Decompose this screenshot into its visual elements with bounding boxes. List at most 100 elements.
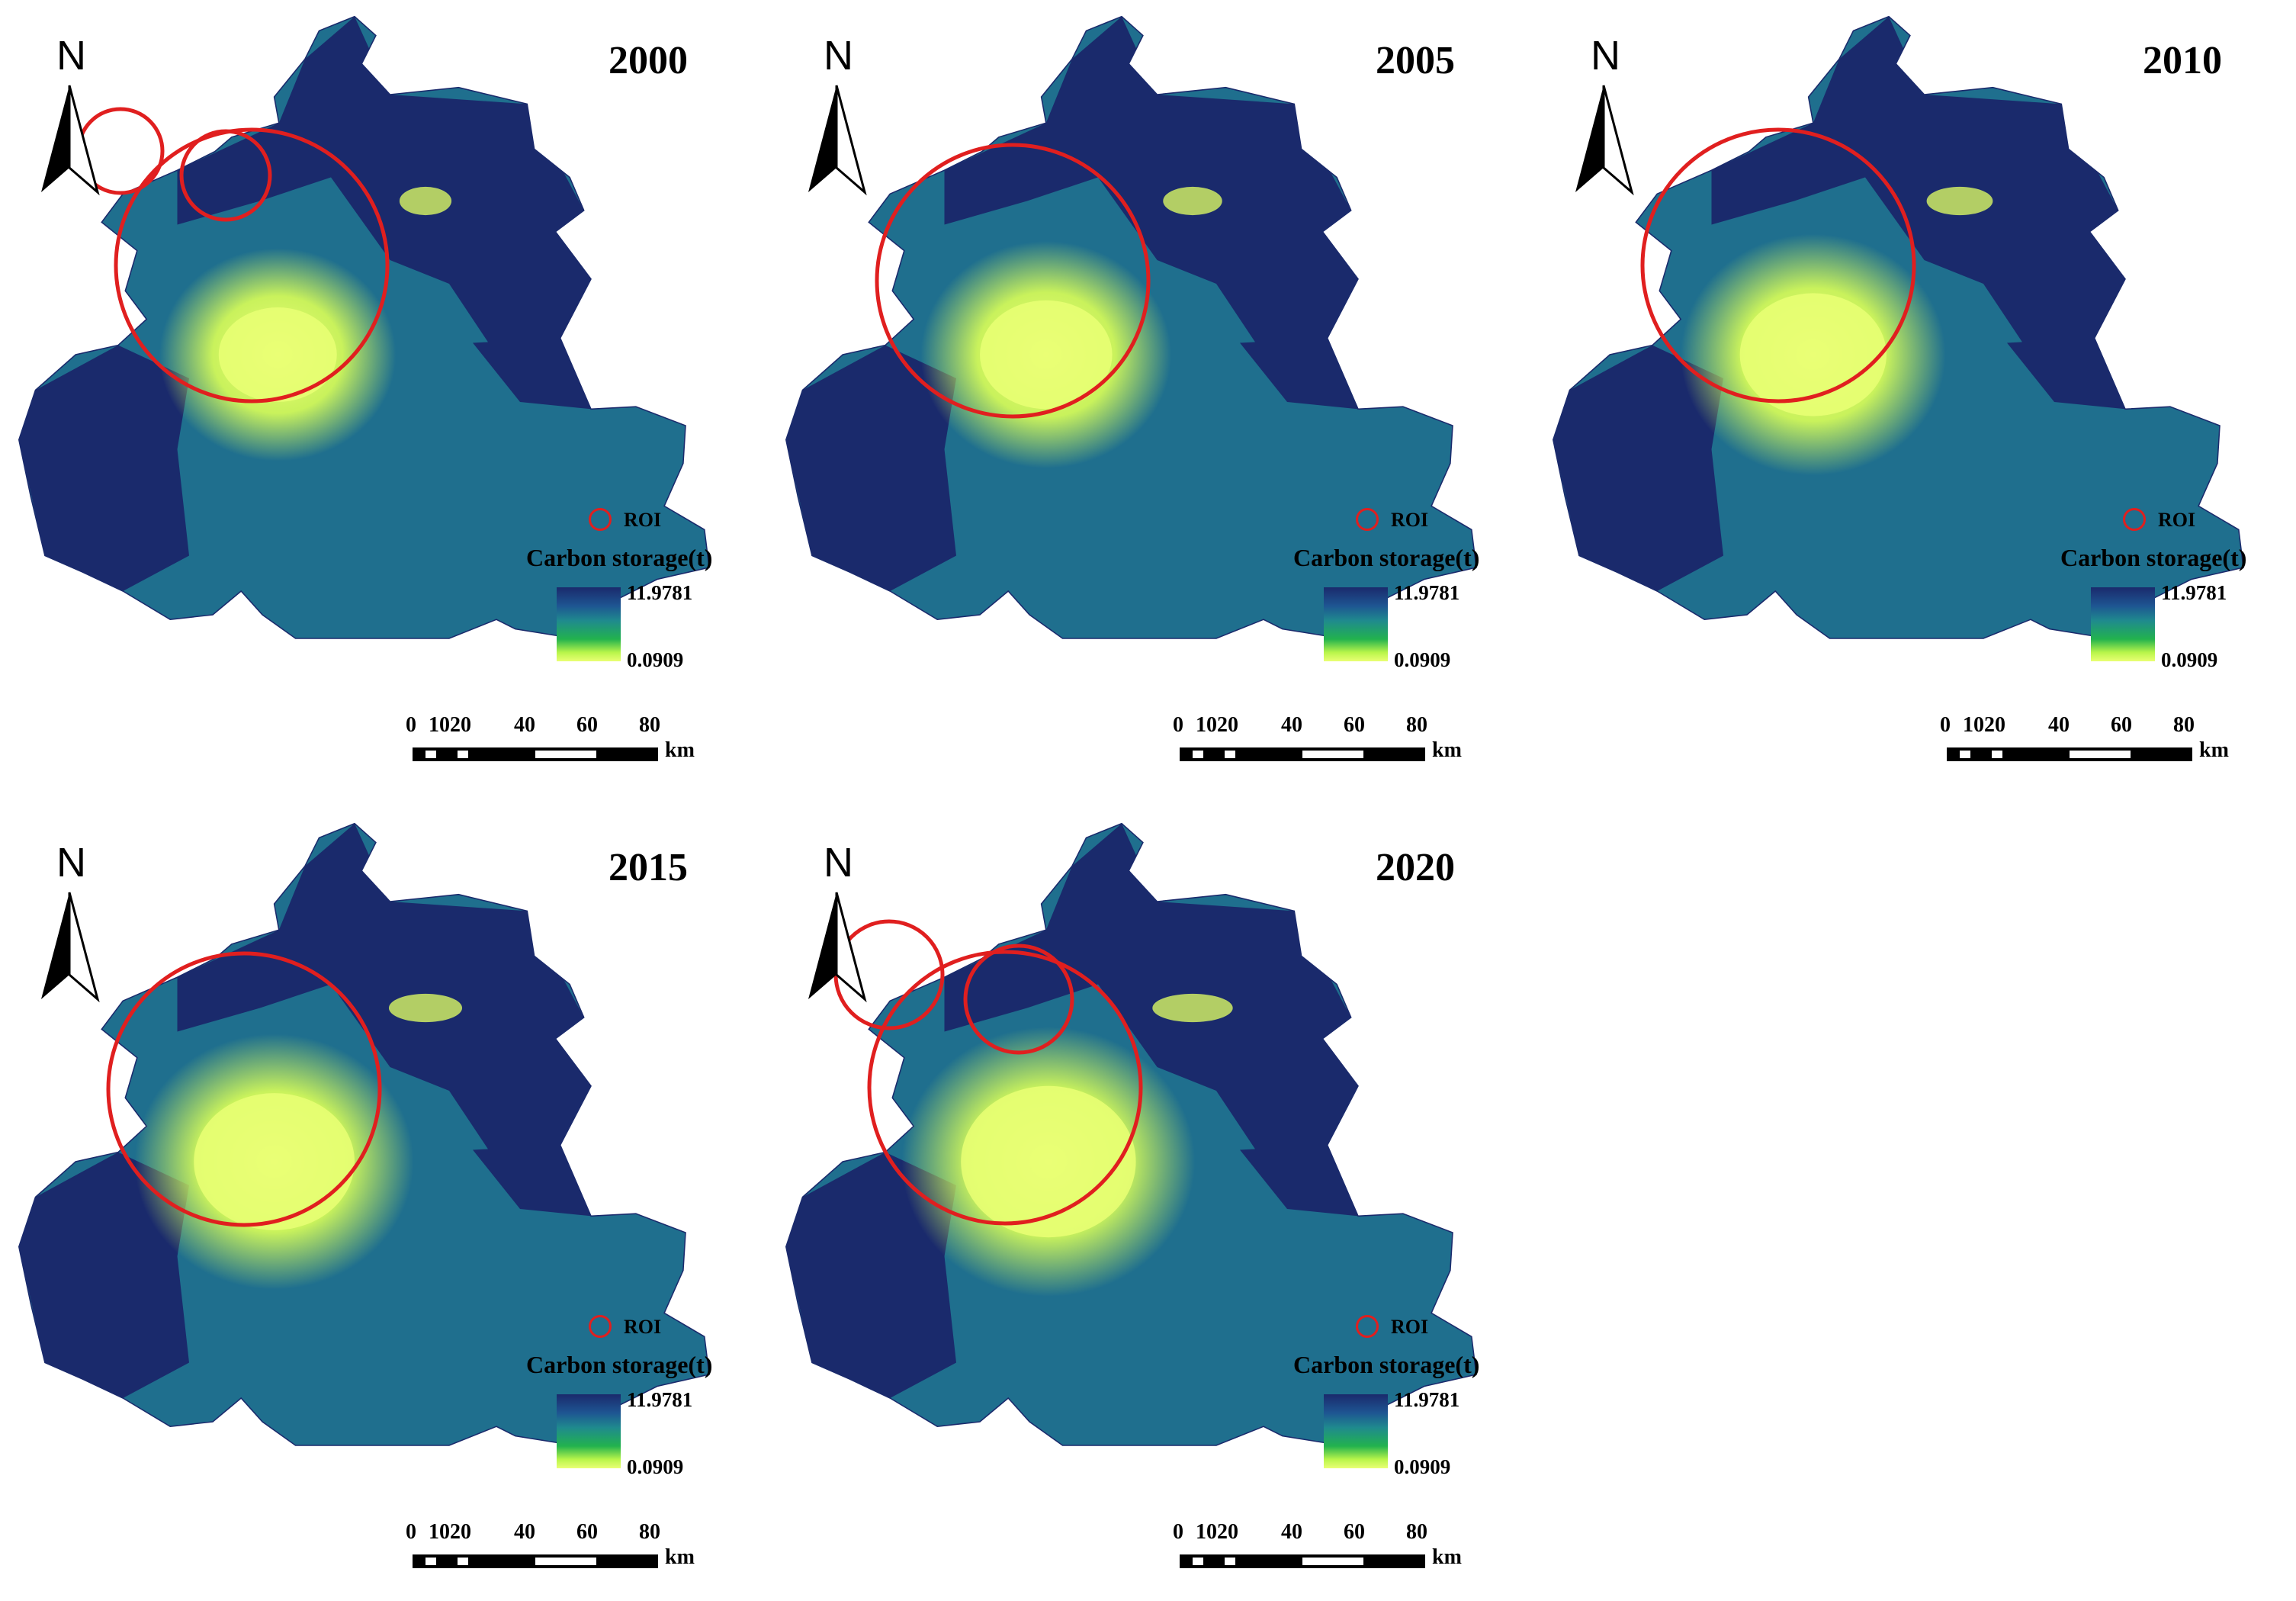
scale-unit: km bbox=[1432, 738, 1462, 762]
legend-max-value: 11.9781 bbox=[1394, 581, 1460, 604]
scale-tick-label: 40 bbox=[2048, 713, 2070, 737]
scale-tick-label: 80 bbox=[639, 713, 660, 737]
roi-circle-urban-core bbox=[875, 143, 1151, 419]
north-arrow-label: N bbox=[1591, 33, 1620, 79]
scale-bar bbox=[1947, 747, 2192, 761]
year-title: 2000 bbox=[609, 39, 688, 82]
map-panel-2005: N 2005 ROI Carbon storage(t) 11.9781 0.0909 0 1… bbox=[767, 0, 1530, 793]
scale-tick-label: 20 bbox=[1984, 713, 2005, 737]
roi-legend-circle-icon bbox=[1356, 1315, 1379, 1338]
scale-tick-label: 0 bbox=[1173, 713, 1183, 737]
roi-circle-urban-core bbox=[867, 950, 1143, 1226]
legend-max-value: 11.9781 bbox=[2161, 581, 2227, 604]
scale-tick-label: 40 bbox=[514, 713, 535, 737]
scale-tick-label: 20 bbox=[450, 713, 471, 737]
carbon-storage-map bbox=[18, 15, 710, 639]
scale-tick-label: 0 bbox=[1173, 1520, 1183, 1544]
legend-title: Carbon storage(t) bbox=[526, 544, 713, 571]
scale-tick-label: 80 bbox=[639, 1520, 660, 1544]
carbon-storage-map bbox=[785, 822, 1477, 1446]
scale-tick-label: 10 bbox=[429, 1520, 450, 1544]
map-panel-2020: N 2020 ROI Carbon storage(t) 11.9781 0.0909 0 1… bbox=[767, 807, 1530, 1600]
legend-title: Carbon storage(t) bbox=[526, 1351, 713, 1378]
roi-legend-circle-icon bbox=[1356, 508, 1379, 531]
roi-circle-ne bbox=[963, 944, 1074, 1055]
legend-min-value: 0.0909 bbox=[627, 648, 684, 671]
scale-tick-label: 20 bbox=[1217, 713, 1238, 737]
scale-bar bbox=[413, 1554, 658, 1568]
north-arrow-icon bbox=[41, 892, 100, 1003]
color-ramp bbox=[557, 587, 621, 661]
scale-bar bbox=[413, 747, 658, 761]
scale-unit: km bbox=[665, 738, 695, 762]
legend-title: Carbon storage(t) bbox=[1293, 544, 1480, 571]
scale-tick-label: 40 bbox=[1281, 713, 1302, 737]
roi-circle-urban-core bbox=[106, 951, 382, 1227]
scale-tick-label: 10 bbox=[1196, 1520, 1217, 1544]
carbon-storage-map bbox=[18, 822, 710, 1446]
legend-min-value: 0.0909 bbox=[2161, 648, 2218, 671]
roi-legend-circle-icon bbox=[2123, 508, 2146, 531]
legend-max-value: 11.9781 bbox=[627, 581, 693, 604]
north-arrow-label: N bbox=[824, 33, 853, 79]
map-panel-2010: N 2010 ROI Carbon storage(t) 11.9781 0.0909 0 1… bbox=[1534, 0, 2296, 793]
north-arrow-label: N bbox=[824, 840, 853, 886]
year-title: 2005 bbox=[1376, 39, 1455, 82]
scale-tick-label: 10 bbox=[1196, 713, 1217, 737]
map-panel-2015: N 2015 ROI Carbon storage(t) 11.9781 0.0909 0 1… bbox=[0, 807, 763, 1600]
legend-min-value: 0.0909 bbox=[627, 1455, 684, 1478]
map-panel-2000: N 2000 ROI Carbon storage(t) 11.9781 0.0909 0 1… bbox=[0, 0, 763, 793]
roi-legend-label: ROI bbox=[624, 509, 662, 531]
north-arrow-icon bbox=[41, 85, 100, 196]
color-ramp bbox=[1324, 1394, 1388, 1468]
scale-tick-label: 40 bbox=[514, 1520, 535, 1544]
roi-legend-label: ROI bbox=[2158, 509, 2196, 531]
north-arrow-icon bbox=[808, 85, 867, 196]
scale-tick-label: 10 bbox=[1963, 713, 1984, 737]
north-arrow-label: N bbox=[56, 840, 86, 886]
legend-title: Carbon storage(t) bbox=[1293, 1351, 1480, 1378]
scale-unit: km bbox=[1432, 1545, 1462, 1569]
scale-tick-label: 10 bbox=[429, 713, 450, 737]
roi-circle-urban-core bbox=[1640, 127, 1916, 403]
scale-tick-label: 80 bbox=[2173, 713, 2195, 737]
scale-bar bbox=[1180, 747, 1425, 761]
color-ramp bbox=[557, 1394, 621, 1468]
scale-tick-label: 60 bbox=[1344, 713, 1365, 737]
color-ramp bbox=[2091, 587, 2155, 661]
color-ramp bbox=[1324, 587, 1388, 661]
legend-min-value: 0.0909 bbox=[1394, 1455, 1451, 1478]
scale-tick-label: 60 bbox=[576, 1520, 598, 1544]
scale-tick-label: 80 bbox=[1406, 713, 1427, 737]
scale-tick-label: 0 bbox=[1940, 713, 1951, 737]
scale-unit: km bbox=[2199, 738, 2229, 762]
year-title: 2020 bbox=[1376, 846, 1455, 889]
north-arrow-icon bbox=[1575, 85, 1634, 196]
scale-tick-label: 20 bbox=[450, 1520, 471, 1544]
legend-max-value: 11.9781 bbox=[1394, 1388, 1460, 1411]
north-arrow-icon bbox=[808, 892, 867, 1003]
legend-title: Carbon storage(t) bbox=[2060, 544, 2247, 571]
scale-tick-label: 0 bbox=[406, 1520, 416, 1544]
scale-unit: km bbox=[665, 1545, 695, 1569]
carbon-storage-map bbox=[785, 15, 1477, 639]
scale-tick-label: 60 bbox=[576, 713, 598, 737]
roi-circle-ne bbox=[179, 129, 272, 222]
year-title: 2015 bbox=[609, 846, 688, 889]
legend-min-value: 0.0909 bbox=[1394, 648, 1451, 671]
roi-legend-label: ROI bbox=[1391, 509, 1429, 531]
year-title: 2010 bbox=[2143, 39, 2222, 82]
roi-legend-circle-icon bbox=[589, 1315, 612, 1338]
scale-tick-label: 40 bbox=[1281, 1520, 1302, 1544]
scale-tick-label: 20 bbox=[1217, 1520, 1238, 1544]
roi-legend-label: ROI bbox=[1391, 1316, 1429, 1338]
scale-tick-label: 0 bbox=[406, 713, 416, 737]
roi-circle-urban-core bbox=[114, 127, 390, 403]
roi-legend-circle-icon bbox=[589, 508, 612, 531]
scale-tick-label: 60 bbox=[2111, 713, 2132, 737]
roi-legend-label: ROI bbox=[624, 1316, 662, 1338]
scale-tick-label: 60 bbox=[1344, 1520, 1365, 1544]
scale-tick-label: 80 bbox=[1406, 1520, 1427, 1544]
legend-max-value: 11.9781 bbox=[627, 1388, 693, 1411]
north-arrow-label: N bbox=[56, 33, 86, 79]
